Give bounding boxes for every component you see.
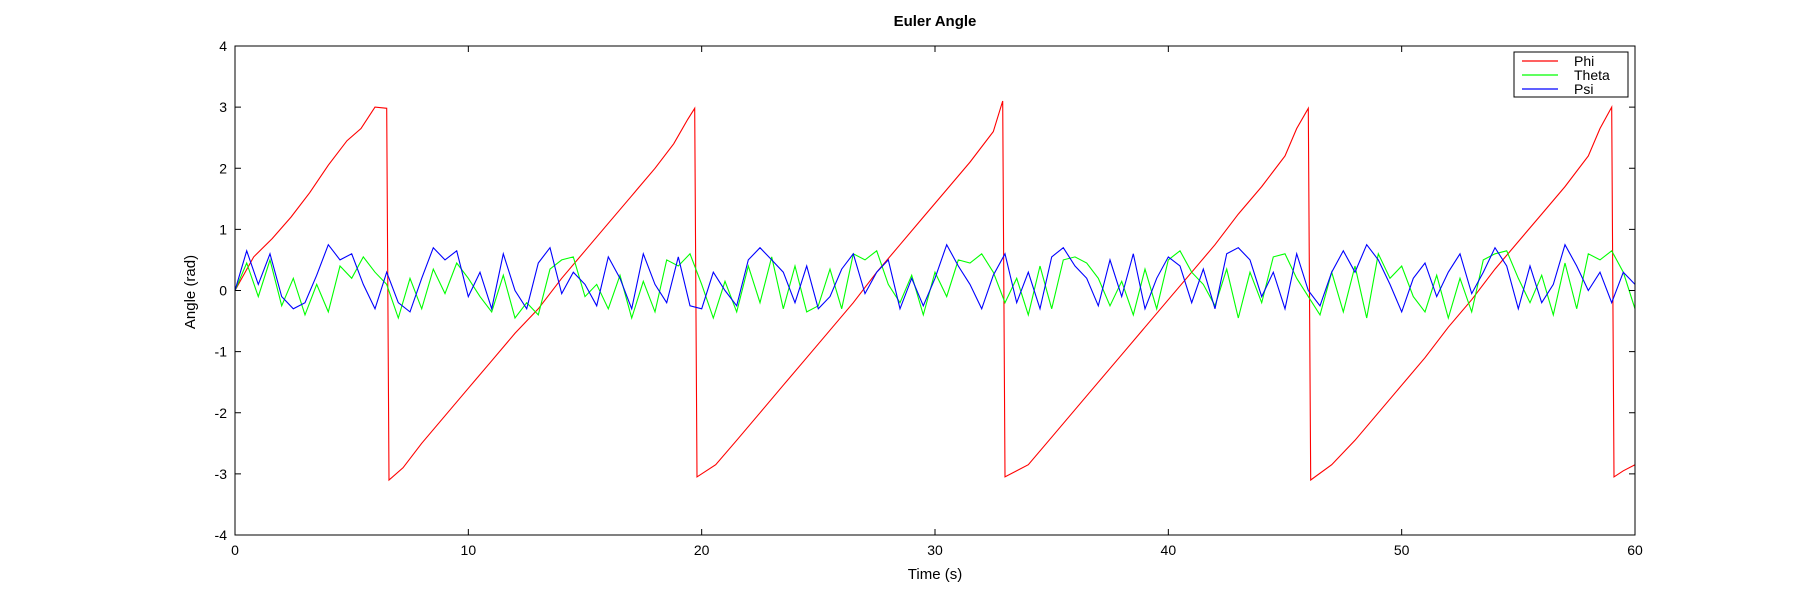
y-tick-label: 0	[219, 283, 227, 299]
y-axis-label: Angle (rad)	[182, 255, 199, 329]
x-tick-label: 40	[1161, 542, 1177, 558]
axis-ticks: 0 10 20 30 40 50 60 -4 -3 -2 -1 0 1 2 3 4	[215, 38, 1643, 558]
x-tick-label: 50	[1394, 542, 1410, 558]
x-tick-label: 20	[694, 542, 710, 558]
chart-title: Euler Angle	[894, 13, 977, 30]
y-tick-label: -3	[215, 466, 228, 482]
x-tick-label: 60	[1627, 542, 1643, 558]
legend-label-theta: Theta	[1574, 67, 1610, 83]
series-line-theta	[235, 249, 1635, 321]
legend-label-psi: Psi	[1574, 81, 1593, 97]
x-tick-label: 0	[231, 542, 239, 558]
y-tick-label: 1	[219, 221, 227, 237]
y-tick-label: -1	[215, 344, 228, 360]
x-tick-label: 10	[461, 542, 477, 558]
legend-label-phi: Phi	[1574, 53, 1594, 69]
x-tick-label: 30	[927, 542, 943, 558]
y-tick-label: -4	[215, 527, 228, 543]
y-tick-label: 2	[219, 160, 227, 176]
x-axis-label: Time (s)	[908, 566, 962, 583]
y-tick-label: -2	[215, 405, 228, 421]
series-line-phi	[235, 100, 1635, 482]
y-tick-label: 3	[219, 99, 227, 115]
y-tick-label: 4	[219, 38, 227, 54]
series-line-psi	[235, 243, 1635, 314]
